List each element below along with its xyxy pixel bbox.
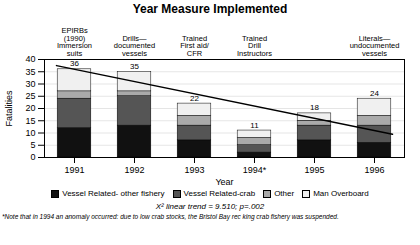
- svg-text:40: 40: [25, 54, 35, 64]
- html-text:Vessel Related- other fishery: Vessel Related- other fishery: [62, 189, 165, 198]
- svg-text:TrainedDrillInstructors: TrainedDrillInstructors: [237, 34, 272, 58]
- html-text:*Note that in 1994 an anomaly: *Note that in 1994 an anomaly occurred: …: [2, 213, 339, 220]
- svg-text:36: 36: [70, 59, 79, 68]
- svg-text:1991: 1991: [64, 165, 84, 175]
- svg-text:1993: 1993: [184, 165, 204, 175]
- svg-text:20: 20: [25, 103, 35, 113]
- svg-text:25: 25: [25, 91, 35, 101]
- html-text:Man Overboard: Man Overboard: [313, 189, 369, 198]
- svg-text:1992: 1992: [124, 165, 144, 175]
- svg-text:0: 0: [30, 152, 35, 162]
- svg-text:22: 22: [190, 93, 199, 103]
- svg-text:24: 24: [370, 89, 379, 98]
- svg-text:Literals—undocumentedvessels: Literals—undocumentedvessels: [350, 34, 400, 58]
- svg-text:11: 11: [250, 121, 259, 130]
- html-text:Year Measure Implemented: Year Measure Implemented: [132, 2, 288, 16]
- svg-text:Year: Year: [215, 177, 233, 187]
- svg-text:1994*: 1994*: [243, 165, 267, 175]
- svg-text:35: 35: [130, 62, 139, 71]
- svg-text:Drills—documentedvessels: Drills—documentedvessels: [114, 34, 155, 58]
- svg-text:35: 35: [25, 67, 35, 77]
- html-text:X² linear trend = 9.510; p=.00: X² linear trend = 9.510; p=.002: [155, 202, 265, 211]
- svg-text:15: 15: [25, 116, 35, 126]
- svg-text:Fatalities: Fatalities: [4, 90, 14, 127]
- svg-text:TrainedFirst aid/CFR: TrainedFirst aid/CFR: [180, 34, 210, 58]
- svg-text:1996: 1996: [364, 165, 384, 175]
- svg-text:18: 18: [310, 103, 319, 112]
- svg-text:5: 5: [30, 140, 35, 150]
- svg-text:30: 30: [25, 79, 35, 89]
- svg-text:EPIRBs(1990)Immersionsuits: EPIRBs(1990)Immersionsuits: [57, 26, 92, 58]
- html-text:Vessel Related-crab: Vessel Related-crab: [183, 189, 256, 198]
- svg-text:10: 10: [25, 128, 35, 138]
- svg-text:1995: 1995: [304, 165, 324, 175]
- html-text:Other: Other: [274, 189, 295, 198]
